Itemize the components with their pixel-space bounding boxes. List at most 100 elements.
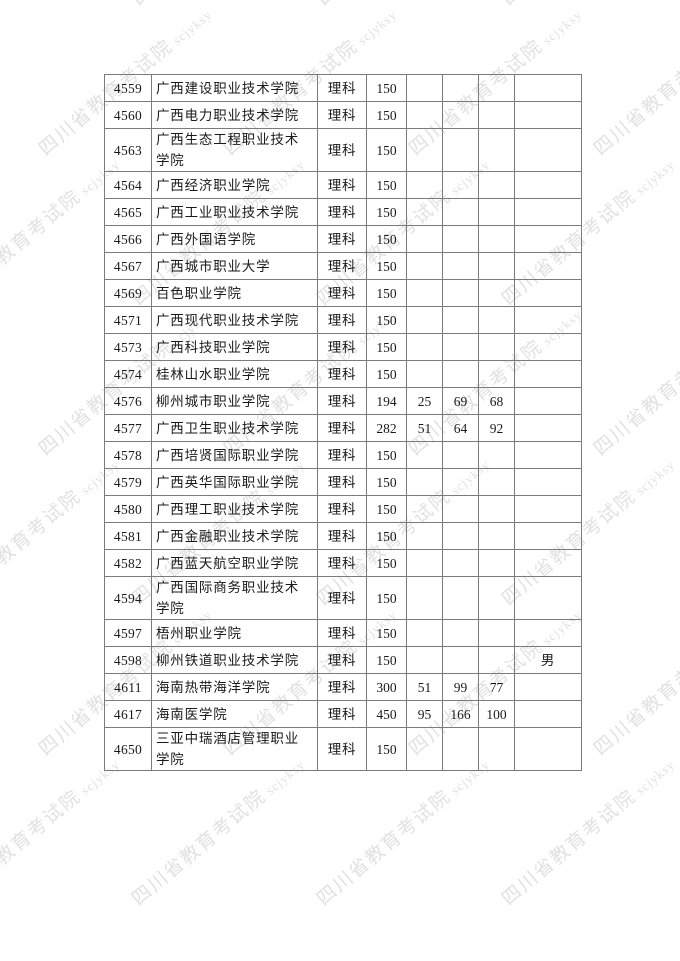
cell-type: 理科 [317, 468, 367, 496]
cell-plan: 150 [366, 468, 407, 496]
cell-plan: 150 [366, 646, 407, 674]
cell-v2 [442, 522, 479, 550]
cell-name: 海南热带海洋学院 [151, 673, 318, 701]
cell-v3: 77 [478, 673, 515, 701]
table-row: 4564 广西经济职业学院 理科 150 [104, 171, 582, 199]
cell-plan: 150 [366, 101, 407, 129]
cell-name: 梧州职业学院 [151, 619, 318, 647]
table-row: 4581 广西金融职业技术学院 理科 150 [104, 522, 582, 550]
cell-v2 [442, 576, 479, 620]
cell-code: 4559 [104, 74, 152, 102]
cell-name: 柳州铁道职业技术学院 [151, 646, 318, 674]
cell-type: 理科 [317, 700, 367, 728]
cell-code: 4582 [104, 549, 152, 577]
cell-plan: 150 [366, 333, 407, 361]
cell-note [514, 101, 582, 129]
cell-note [514, 225, 582, 253]
cell-plan: 150 [366, 74, 407, 102]
cell-v3 [478, 576, 515, 620]
cell-plan: 150 [366, 198, 407, 226]
cell-v2 [442, 727, 479, 771]
cell-v3 [478, 101, 515, 129]
cell-note [514, 468, 582, 496]
cell-type: 理科 [317, 414, 367, 442]
cell-plan: 150 [366, 252, 407, 280]
cell-v1 [406, 74, 443, 102]
cell-note [514, 171, 582, 199]
cell-v3 [478, 468, 515, 496]
table-row: 4597 梧州职业学院 理科 150 [104, 619, 582, 647]
cell-v1 [406, 171, 443, 199]
cell-note: 男 [514, 646, 582, 674]
cell-v3 [478, 549, 515, 577]
table-row: 4598 柳州铁道职业技术学院 理科 150 男 [104, 646, 582, 674]
cell-v1 [406, 225, 443, 253]
cell-name: 广西建设职业技术学院 [151, 74, 318, 102]
cell-type: 理科 [317, 495, 367, 523]
cell-v3 [478, 171, 515, 199]
cell-code: 4573 [104, 333, 152, 361]
cell-v1: 25 [406, 387, 443, 415]
cell-type: 理科 [317, 101, 367, 129]
table-row: 4576 柳州城市职业学院 理科 194 25 69 68 [104, 387, 582, 415]
cell-v2 [442, 646, 479, 674]
cell-code: 4650 [104, 727, 152, 771]
cell-name: 广西城市职业大学 [151, 252, 318, 280]
cell-code: 4611 [104, 673, 152, 701]
table-body: 4559 广西建设职业技术学院 理科 150 4560 广西电力职业技术学院 理科 150 45… [104, 74, 582, 771]
table-row: 4567 广西城市职业大学 理科 150 [104, 252, 582, 280]
cell-plan: 150 [366, 495, 407, 523]
cell-v1 [406, 360, 443, 388]
cell-name: 广西经济职业学院 [151, 171, 318, 199]
table-row: 4594 广西国际商务职业技术学院 理科 150 [104, 576, 582, 620]
cell-type: 理科 [317, 279, 367, 307]
table-row: 4566 广西外国语学院 理科 150 [104, 225, 582, 253]
cell-v3 [478, 225, 515, 253]
cell-note [514, 128, 582, 172]
cell-code: 4576 [104, 387, 152, 415]
cell-v1 [406, 468, 443, 496]
cell-code: 4578 [104, 441, 152, 469]
cell-v2: 99 [442, 673, 479, 701]
cell-plan: 150 [366, 279, 407, 307]
cell-code: 4565 [104, 198, 152, 226]
cell-v1 [406, 306, 443, 334]
cell-note [514, 333, 582, 361]
cell-v1: 51 [406, 414, 443, 442]
cell-note [514, 414, 582, 442]
cell-code: 4560 [104, 101, 152, 129]
cell-v2: 166 [442, 700, 479, 728]
cell-v3 [478, 495, 515, 523]
cell-v3 [478, 619, 515, 647]
cell-code: 4581 [104, 522, 152, 550]
cell-plan: 150 [366, 576, 407, 620]
table-row: 4573 广西科技职业学院 理科 150 [104, 333, 582, 361]
table-row: 4579 广西英华国际职业学院 理科 150 [104, 468, 582, 496]
cell-code: 4617 [104, 700, 152, 728]
cell-plan: 150 [366, 128, 407, 172]
table-row: 4577 广西卫生职业技术学院 理科 282 51 64 92 [104, 414, 582, 442]
cell-v1 [406, 441, 443, 469]
cell-v2 [442, 306, 479, 334]
cell-name: 三亚中瑞酒店管理职业学院 [151, 727, 318, 771]
cell-type: 理科 [317, 333, 367, 361]
cell-type: 理科 [317, 646, 367, 674]
cell-note [514, 441, 582, 469]
cell-v2 [442, 279, 479, 307]
table-row: 4650 三亚中瑞酒店管理职业学院 理科 150 [104, 727, 582, 771]
cell-name: 广西蓝天航空职业学院 [151, 549, 318, 577]
cell-note [514, 576, 582, 620]
cell-code: 4579 [104, 468, 152, 496]
cell-v1 [406, 522, 443, 550]
table-row: 4560 广西电力职业技术学院 理科 150 [104, 101, 582, 129]
cell-v2 [442, 74, 479, 102]
cell-v1 [406, 333, 443, 361]
cell-v1 [406, 727, 443, 771]
table-row: 4565 广西工业职业技术学院 理科 150 [104, 198, 582, 226]
cell-note [514, 252, 582, 280]
cell-plan: 150 [366, 727, 407, 771]
cell-v1 [406, 252, 443, 280]
cell-v1 [406, 495, 443, 523]
cell-code: 4594 [104, 576, 152, 620]
cell-v2 [442, 198, 479, 226]
